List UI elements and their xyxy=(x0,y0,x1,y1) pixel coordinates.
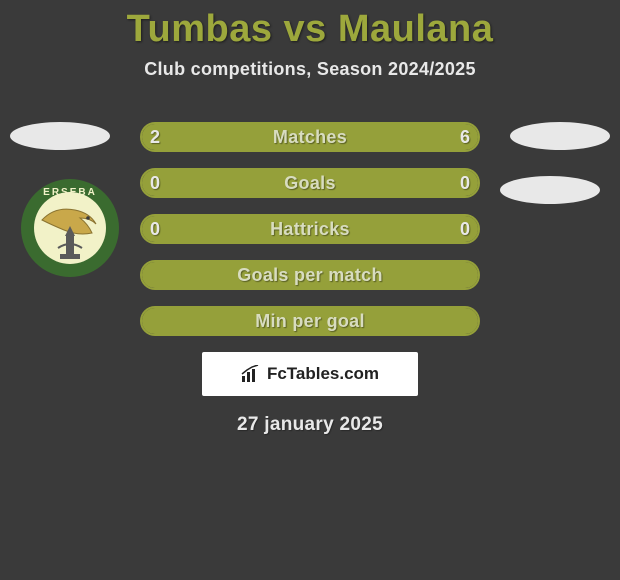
stat-value-right: 0 xyxy=(460,214,470,244)
stat-value-left: 0 xyxy=(150,214,160,244)
stat-value-left: 0 xyxy=(150,168,160,198)
stat-label: Hattricks xyxy=(140,214,480,244)
stat-row-matches: Matches 2 6 xyxy=(0,122,620,152)
page-subtitle: Club competitions, Season 2024/2025 xyxy=(0,59,620,80)
stats-area: Matches 2 6 Goals 0 0 Hattricks 0 0 Goal… xyxy=(0,122,620,336)
stat-row-goals: Goals 0 0 xyxy=(0,168,620,198)
stat-label: Goals xyxy=(140,168,480,198)
stat-value-right: 0 xyxy=(460,168,470,198)
comparison-card: Tumbas vs Maulana Club competitions, Sea… xyxy=(0,0,620,436)
stat-label: Goals per match xyxy=(140,260,480,290)
stat-value-left: 2 xyxy=(150,122,160,152)
brand-box[interactable]: FcTables.com xyxy=(202,352,418,396)
stat-value-right: 6 xyxy=(460,122,470,152)
bar-chart-icon xyxy=(241,365,261,383)
stat-row-goals-per-match: Goals per match xyxy=(0,260,620,290)
stat-label: Matches xyxy=(140,122,480,152)
stat-row-hattricks: Hattricks 0 0 xyxy=(0,214,620,244)
stat-label: Min per goal xyxy=(140,306,480,336)
stat-row-min-per-goal: Min per goal xyxy=(0,306,620,336)
page-title: Tumbas vs Maulana xyxy=(0,8,620,51)
brand-text: FcTables.com xyxy=(267,364,379,384)
date-label: 27 january 2025 xyxy=(0,414,620,436)
